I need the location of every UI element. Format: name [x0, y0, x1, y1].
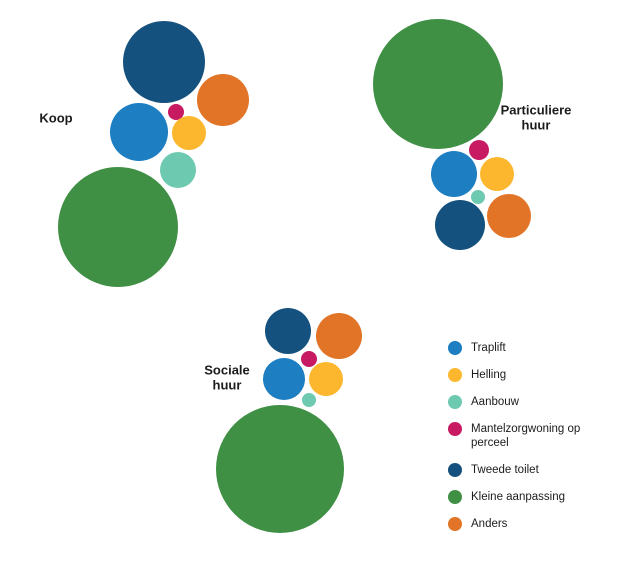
bubble-koop-mantelzorgwoning-op-perceel: [168, 104, 184, 120]
legend-item-anders: Anders: [448, 517, 608, 531]
bubble-koop-anders: [197, 74, 249, 126]
legend-color-dot-helling: [448, 368, 462, 382]
bubble-sociale-huur-mantelzorgwoning-op-perceel: [301, 351, 317, 367]
bubble-particuliere-huur-kleine-aanpassing: [373, 19, 503, 149]
legend: Traplift Helling Aanbouw Mantelzorgwoning o…: [448, 341, 608, 544]
legend-color-dot-traplift: [448, 341, 462, 355]
bubble-sociale-huur-helling: [309, 362, 343, 396]
bubble-particuliere-huur-tweede-toilet: [435, 200, 485, 250]
bubble-sociale-huur-aanbouw: [302, 393, 316, 407]
legend-label-anders: Anders: [471, 518, 508, 530]
bubble-koop-aanbouw: [160, 152, 196, 188]
bubble-koop-kleine-aanpassing: [58, 167, 178, 287]
bubble-sociale-huur-traplift: [263, 358, 305, 400]
legend-label-helling: Helling: [471, 369, 507, 381]
legend-item-aanbouw: Aanbouw: [448, 395, 608, 409]
legend-item-tweede-toilet: Tweede toilet: [448, 463, 608, 477]
bubble-particuliere-huur-helling: [480, 157, 514, 191]
legend-color-dot-tweede-toilet: [448, 463, 462, 477]
legend-item-traplift: Traplift: [448, 341, 608, 355]
bubble-koop-tweede-toilet: [123, 21, 205, 103]
bubble-particuliere-huur-traplift: [431, 151, 477, 197]
legend-label-tweede-toilet: Tweede toilet: [471, 464, 539, 476]
bubble-particuliere-huur-mantelzorgwoning-op-perceel: [469, 140, 489, 160]
legend-color-dot-mantelzorgwoning-op-perceel: [448, 422, 462, 436]
legend-label-mantelzorgwoning-op-perceel: Mantelzorgwoning op perceel: [471, 423, 581, 449]
legend-label-traplift: Traplift: [471, 342, 506, 354]
legend-color-dot-kleine-aanpassing: [448, 490, 462, 504]
bubble-sociale-huur-anders: [316, 313, 362, 359]
legend-item-kleine-aanpassing: Kleine aanpassing: [448, 490, 608, 504]
legend-color-dot-anders: [448, 517, 462, 531]
legend-item-mantelzorgwoning-op-perceel: Mantelzorgwoning op perceel: [448, 422, 608, 450]
legend-label-aanbouw: Aanbouw: [471, 396, 519, 408]
bubble-particuliere-huur-anders: [487, 194, 531, 238]
legend-item-helling: Helling: [448, 368, 608, 382]
legend-label-kleine-aanpassing: Kleine aanpassing: [471, 491, 565, 503]
bubble-sociale-huur-kleine-aanpassing: [216, 405, 344, 533]
bubble-particuliere-huur-aanbouw: [471, 190, 485, 204]
legend-color-dot-aanbouw: [448, 395, 462, 409]
bubble-koop-helling: [172, 116, 206, 150]
bubble-koop-traplift: [110, 103, 168, 161]
bubble-sociale-huur-tweede-toilet: [265, 308, 311, 354]
